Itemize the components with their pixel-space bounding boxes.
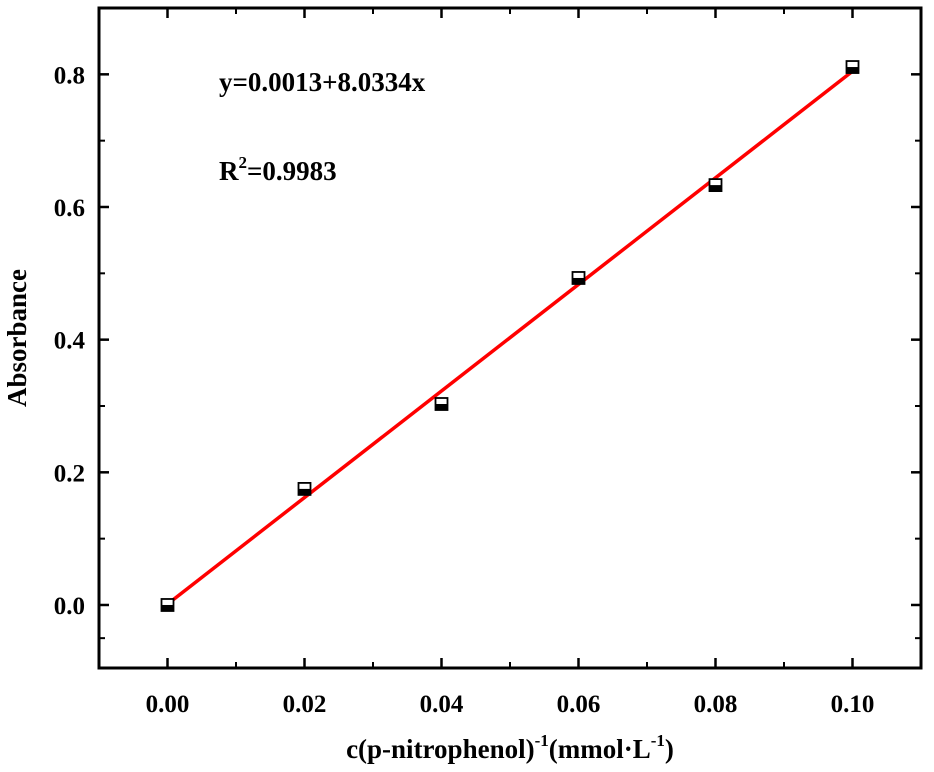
fit-equation: y=0.0013+8.0334x — [219, 67, 426, 97]
data-point-fill — [435, 404, 448, 410]
data-point-fill — [161, 604, 174, 611]
fit-line — [166, 69, 854, 606]
data-point — [434, 397, 449, 411]
data-point — [708, 178, 723, 193]
x-axis-title-exp1: -1 — [535, 731, 549, 750]
x-axis-title: c(p-nitrophenol)-1(mmol·L-1) — [346, 731, 674, 764]
r-squared-annotation: R2=0.9983 — [219, 153, 337, 186]
x-axis-title-exp2: -1 — [651, 731, 665, 750]
r2-value: =0.9983 — [247, 156, 337, 186]
data-points — [160, 60, 860, 612]
x-axis-title-main: c(p-nitrophenol) — [346, 734, 535, 764]
data-point — [571, 271, 586, 285]
y-axis-title: Absorbance — [2, 269, 32, 407]
x-tick-label: 0.10 — [831, 691, 875, 718]
x-axis-title-close: ) — [665, 734, 674, 764]
x-tick-label: 0.00 — [146, 691, 190, 718]
plot-frame — [97, 6, 923, 670]
y-tick-label: 0.6 — [54, 195, 85, 222]
data-point — [160, 598, 175, 612]
x-tick-label: 0.06 — [557, 691, 601, 718]
y-tick-label: 0.4 — [54, 328, 86, 355]
data-point-fill — [298, 488, 311, 495]
fit-line-group — [166, 69, 854, 606]
x-tick-label: 0.04 — [420, 691, 464, 718]
axis-ticks: 0.00 0.02 0.04 0.06 0.08 0.10 0.0 0.2 0.4 0.6 0.8 — [54, 8, 921, 718]
r2-prefix: R — [219, 156, 239, 186]
x-axis-title-unit: (mmol·L — [549, 734, 651, 764]
data-point-fill — [846, 67, 859, 74]
r2-superscript: 2 — [239, 153, 248, 172]
x-tick-label: 0.02 — [283, 691, 327, 718]
y-tick-label: 0.8 — [54, 62, 85, 89]
data-point-fill — [572, 277, 585, 284]
x-tick-label: 0.08 — [694, 691, 738, 718]
data-point-fill — [709, 185, 722, 192]
data-point — [845, 60, 860, 74]
y-tick-label: 0.0 — [54, 593, 85, 620]
y-tick-label: 0.2 — [54, 460, 85, 487]
data-point — [297, 482, 312, 496]
